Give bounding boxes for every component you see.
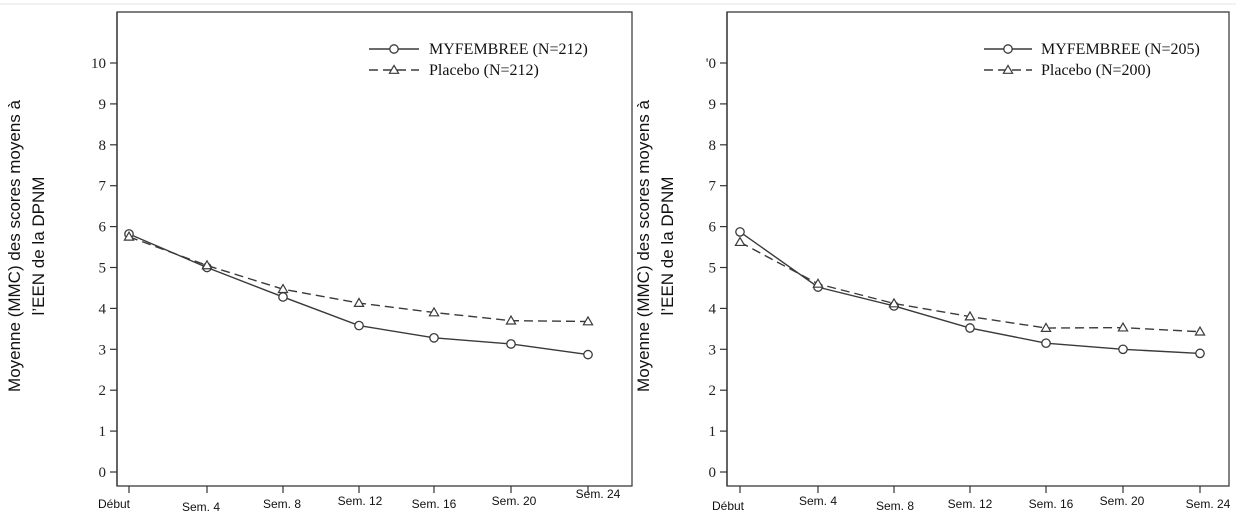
y-tick-label: 10: [91, 56, 106, 72]
data-point-triangle: [734, 236, 746, 247]
x-tick-label: Sem. 12: [948, 497, 993, 511]
x-tick-label: Sem. 8: [263, 497, 301, 511]
data-point-triangle: [277, 283, 289, 294]
data-point-triangle: [1040, 322, 1052, 332]
series-line-myfembree: [128, 233, 589, 356]
x-tick-label: Sem. 20: [1100, 494, 1145, 508]
x-tick-label: Sem. 24: [1186, 497, 1231, 511]
x-tick-label: Début: [712, 499, 745, 513]
data-point-circle: [1118, 344, 1128, 355]
y-tick-label: 3: [99, 342, 107, 358]
data-point-triangle: [428, 306, 440, 317]
data-point-circle: [1041, 338, 1051, 349]
data-point-triangle: [812, 278, 824, 288]
y-tick-label: 2: [99, 383, 107, 399]
data-point-circle: [354, 320, 364, 331]
x-tick-label: Sem. 12: [338, 494, 383, 508]
y-tick-label: 7: [709, 179, 717, 195]
legend-marker-circle: [389, 44, 399, 54]
y-tick-label: 3: [709, 342, 717, 358]
x-tick-label: Sem. 24: [576, 487, 621, 501]
y-tick-label: 6: [709, 220, 717, 236]
y-tick-label: 5: [709, 261, 717, 277]
data-point-triangle: [505, 314, 517, 325]
y-tick-label: '0: [706, 56, 716, 72]
chart-panel-right: 0 1 2 3 4 5 6 7 8 9 '0 Début Sem. 4 Sem. 8 Sem. 12 Sem.…: [634, 11, 1231, 513]
y-tick-label: 4: [99, 301, 107, 317]
data-point-circle: [1195, 348, 1205, 359]
y-tick-label: 9: [99, 97, 107, 113]
y-tick-label: 1: [99, 424, 107, 440]
plot-frame: [116, 11, 633, 487]
legend-label: MYFEMBREE (N=205): [1041, 41, 1200, 58]
y-tick-label: 4: [709, 301, 717, 317]
legend-label: MYFEMBREE (N=212): [429, 41, 588, 58]
data-point-triangle: [1194, 325, 1206, 336]
data-point-circle: [506, 339, 516, 349]
legend-marker-triangle: [388, 64, 400, 74]
data-point-circle: [278, 292, 288, 302]
data-point-circle: [965, 323, 975, 333]
x-tick-label: Sem. 8: [876, 499, 914, 513]
data-point-triangle: [123, 231, 135, 241]
y-axis-label: Moyenne (MMC) des scores moyens à l’EEN d…: [634, 99, 677, 391]
legend-marker-circle: [1003, 44, 1013, 54]
legend-label: Placebo (N=212): [429, 62, 539, 79]
legend-marker-triangle: [1002, 64, 1014, 74]
x-tick-label: Sem. 4: [799, 494, 837, 508]
series-line-myfembree: [739, 231, 1201, 355]
y-tick-label: 2: [709, 383, 717, 399]
data-point-triangle: [582, 315, 594, 326]
data-point-circle: [583, 349, 593, 360]
y-tick-label: 9: [709, 97, 717, 113]
x-tick-label: Début: [98, 497, 131, 511]
x-tick-label: Sem. 16: [1029, 497, 1074, 511]
x-tick-label: Sem. 4: [182, 500, 220, 514]
x-tick-label: Sem. 20: [492, 494, 537, 508]
data-point-circle: [735, 227, 745, 237]
data-point-triangle: [964, 310, 976, 321]
data-point-triangle: [1117, 321, 1129, 332]
series-line-placebo: [128, 236, 589, 323]
y-axis-label: Moyenne (MMC) des scores moyens à l’EEN d…: [5, 99, 48, 391]
y-tick-label: 0: [99, 465, 107, 481]
data-point-circle: [429, 332, 439, 343]
y-tick-label: 5: [99, 261, 107, 277]
plot-frame: [726, 11, 1230, 487]
data-point-triangle: [353, 297, 365, 307]
y-tick-label: 1: [709, 424, 717, 440]
chart-panel-left: 0 1 2 3 4 5 6 7 8 9 10 Début Sem. 4 Sem. 8 Sem. 12 Sem.…: [5, 11, 633, 514]
y-tick-label: 8: [99, 138, 107, 154]
data-point-triangle: [888, 297, 900, 308]
y-tick-label: 6: [99, 220, 107, 236]
legend-label: Placebo (N=200): [1041, 62, 1151, 79]
x-tick-label: Sem. 16: [412, 497, 457, 511]
y-tick-label: 7: [99, 179, 107, 195]
y-tick-label: 0: [709, 465, 717, 481]
data-point-triangle: [201, 259, 213, 270]
y-tick-label: 8: [709, 138, 717, 154]
